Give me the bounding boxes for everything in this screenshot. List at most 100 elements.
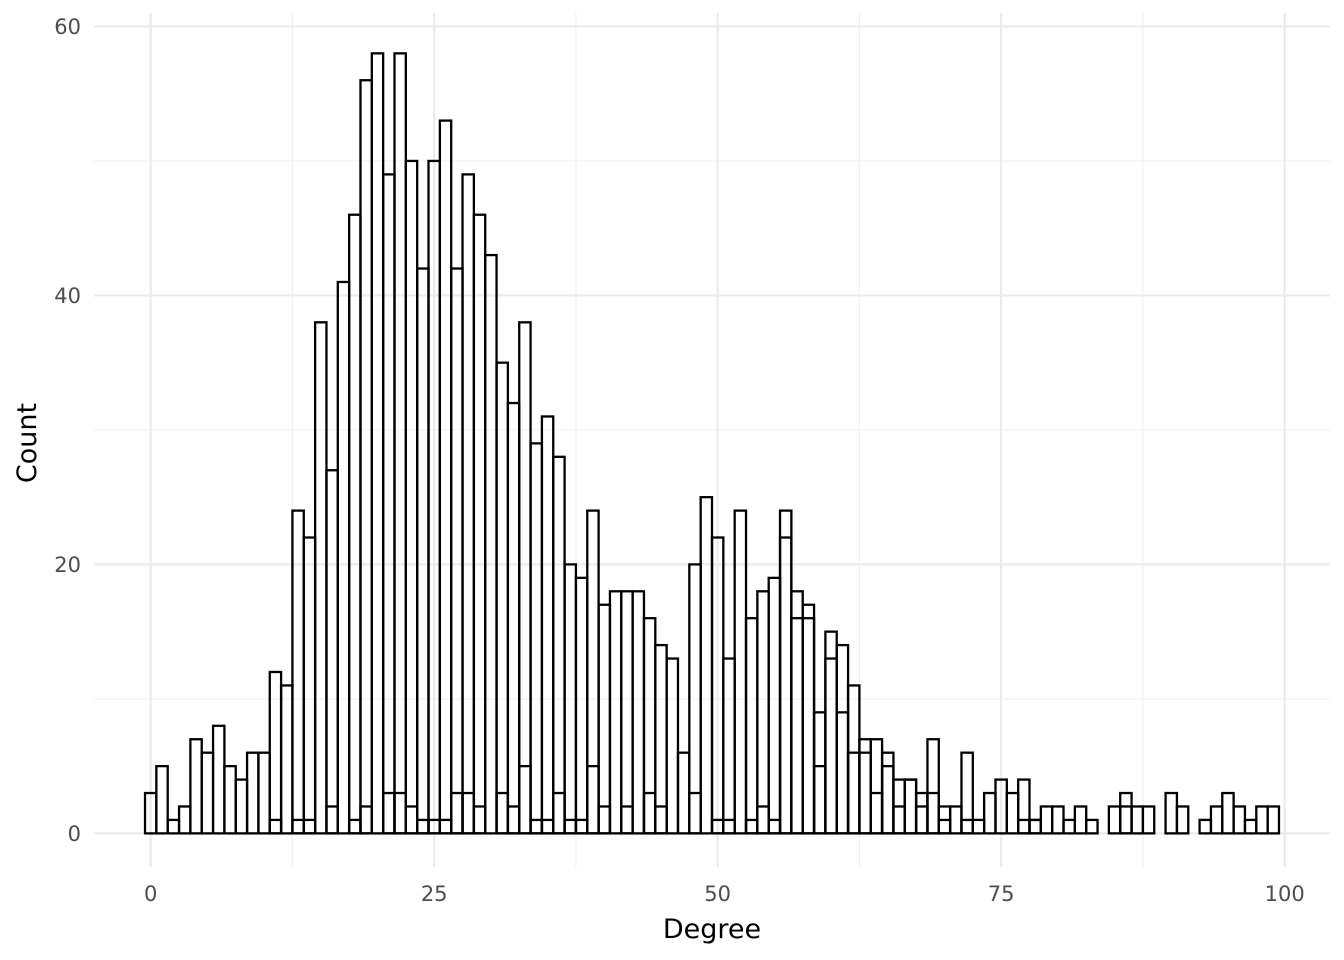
histogram-bar xyxy=(234,778,249,835)
y-tick-label: 60 xyxy=(54,15,81,39)
histogram-bar xyxy=(359,79,373,835)
histogram-bar xyxy=(824,630,838,835)
histogram-bar xyxy=(1039,805,1054,835)
histogram-bar xyxy=(223,764,237,835)
histogram-bar xyxy=(756,590,770,835)
histogram-bar xyxy=(472,213,487,835)
histogram-bar xyxy=(461,791,476,835)
histogram-bar xyxy=(722,657,736,835)
histogram-bar xyxy=(336,280,351,835)
histogram-bar xyxy=(699,496,714,835)
histogram-bar xyxy=(1028,818,1042,835)
x-tick-label: 0 xyxy=(144,882,157,906)
histogram-bar xyxy=(1130,805,1145,835)
histogram-bar xyxy=(177,805,192,835)
histogram-bar xyxy=(1051,805,1065,835)
histogram-bar xyxy=(767,818,782,835)
histogram-bar xyxy=(880,764,895,835)
histogram-bar xyxy=(790,590,804,835)
histogram-bar xyxy=(654,805,668,835)
histogram-bar xyxy=(472,805,487,835)
histogram-bar xyxy=(892,805,906,835)
histogram-bar xyxy=(574,576,589,835)
histogram-bar xyxy=(982,791,997,835)
histogram-bar xyxy=(586,764,600,835)
histogram-bar xyxy=(438,119,453,835)
histogram-bar xyxy=(382,173,396,835)
histogram-bar xyxy=(416,818,430,835)
histogram-bar xyxy=(1266,805,1281,835)
histogram-bar xyxy=(880,751,895,835)
histogram-bar xyxy=(1119,791,1133,835)
histogram-bar xyxy=(858,751,872,835)
histogram-bar xyxy=(960,751,974,835)
histogram-bar xyxy=(506,805,521,835)
histogram-bar xyxy=(495,361,510,835)
histogram-bar xyxy=(948,805,963,835)
histogram-bar xyxy=(767,576,782,835)
histogram-bar xyxy=(1017,778,1031,835)
histogram-bar xyxy=(574,818,589,835)
histogram-bar xyxy=(688,791,702,835)
histogram-bar xyxy=(325,469,339,835)
histogram-bar xyxy=(1062,818,1077,835)
histogram-bar xyxy=(1221,791,1235,835)
histogram-bars xyxy=(143,52,1281,835)
tick-labels: 0 25 50 75 100 0 20 40 60 xyxy=(54,15,1304,906)
histogram-bar xyxy=(529,442,544,835)
x-tick-label: 75 xyxy=(988,882,1015,906)
histogram-bar xyxy=(1255,805,1269,835)
histogram-bar xyxy=(744,818,759,835)
histogram-bar xyxy=(393,791,407,835)
histogram-bar xyxy=(495,791,510,835)
histogram-bar xyxy=(416,267,430,835)
histogram-bar xyxy=(654,643,668,835)
histogram-bar xyxy=(347,213,362,835)
x-tick-label: 25 xyxy=(421,882,448,906)
histogram-bar xyxy=(302,536,317,835)
histogram-bar xyxy=(914,791,929,835)
histogram-bar xyxy=(733,509,748,835)
histogram-bar xyxy=(1164,791,1179,835)
histogram-bar xyxy=(325,805,339,835)
histogram-bar xyxy=(200,751,215,835)
histogram-bar xyxy=(540,415,555,835)
x-tick-label: 50 xyxy=(704,882,731,906)
histogram-bar xyxy=(926,738,940,835)
histogram-bar xyxy=(393,52,407,835)
histogram-bar xyxy=(540,818,555,835)
y-tick-label: 40 xyxy=(54,284,81,308)
histogram-bar xyxy=(484,253,498,835)
histogram-bar xyxy=(914,805,929,835)
histogram-bar xyxy=(552,455,566,835)
histogram-bar xyxy=(291,818,305,835)
histogram-bar xyxy=(631,590,646,835)
histogram-bar xyxy=(665,657,680,835)
histogram-bar xyxy=(1232,805,1247,835)
histogram-bar xyxy=(1175,805,1190,835)
histogram-bar xyxy=(835,711,850,835)
histogram-bar xyxy=(778,509,793,835)
histogram-bar xyxy=(926,791,940,835)
histogram-bar xyxy=(903,778,918,835)
histogram-bar xyxy=(597,805,612,835)
histogram-bar xyxy=(257,751,271,835)
histogram-bar xyxy=(812,764,827,835)
histogram-bar xyxy=(506,401,521,835)
histogram-bar xyxy=(824,657,838,835)
histogram-bar xyxy=(404,159,419,835)
histogram-bar xyxy=(552,791,566,835)
histogram-bar xyxy=(971,818,986,835)
histogram-bar xyxy=(166,818,181,835)
x-axis-title: Degree xyxy=(663,914,761,945)
histogram-bar xyxy=(1107,805,1122,835)
histogram-bar xyxy=(620,805,634,835)
histogram-bar xyxy=(642,791,657,835)
histogram-bar xyxy=(245,751,260,835)
histogram-bar xyxy=(1119,805,1133,835)
histogram-bar xyxy=(812,711,827,835)
histogram-bar xyxy=(778,536,793,835)
histogram-bar xyxy=(461,173,476,835)
histogram-bar xyxy=(903,778,918,835)
histogram-bar xyxy=(382,791,396,835)
